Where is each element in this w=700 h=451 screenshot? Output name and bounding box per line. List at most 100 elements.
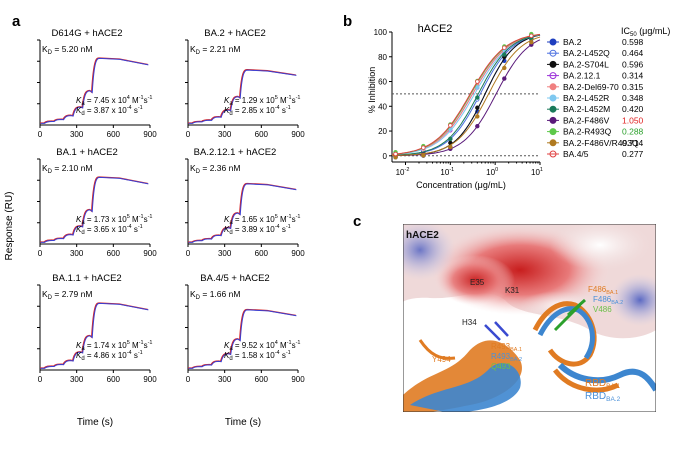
dr-curve-8 xyxy=(391,34,541,155)
residue-label: R493BA.2 xyxy=(491,352,522,363)
dr-curve-5 xyxy=(391,34,541,156)
spr-data-curve xyxy=(188,69,297,124)
dr-curve-9 xyxy=(391,36,541,156)
residue-label: V486 xyxy=(593,305,612,314)
dr-curve-1 xyxy=(391,34,541,156)
legend-series-name: BA.2 xyxy=(563,37,582,47)
dr-point xyxy=(529,33,534,38)
dr-point xyxy=(421,153,426,158)
legend-series-name: BA.2.12.1 xyxy=(563,71,601,81)
basic-patch-left xyxy=(403,224,455,280)
legend-ic50-value: 0.314 xyxy=(622,71,644,81)
panel-a-label: a xyxy=(12,13,21,30)
v486-sidechain xyxy=(553,298,586,332)
legend-series-name: BA.2-L452R xyxy=(563,93,609,103)
spr-x-tick-label: 900 xyxy=(143,375,157,384)
spr-x-tick-label: 900 xyxy=(291,375,305,384)
panel-a: a Response (RU) 0 300 600 900 D614G + hACE2 K… xyxy=(4,13,305,428)
panel-c-label: c xyxy=(353,213,361,230)
dr-curve-10 xyxy=(391,33,541,155)
spr-plot-3: 0 300 600 900 BA.2.12.1 + hACE2 KD = 2.36 nM K… xyxy=(185,147,305,258)
residue-label: E35 xyxy=(470,278,485,287)
spr-plot-0: 0 300 600 900 D614G + hACE2 KD = 5.20 nM Ka = … xyxy=(37,28,157,139)
spr-kd-label: KD = 5.20 nM xyxy=(42,44,92,56)
spr-plot-grid: 0 300 600 900 D614G + hACE2 KD = 5.20 nM Ka = … xyxy=(37,28,305,384)
legend-ic50-value: 0.277 xyxy=(622,149,644,159)
spr-ka-label: Ka = 7.45 x 104 M-1s-1 xyxy=(76,95,152,107)
spr-plot-title: BA.2.12.1 + hACE2 xyxy=(194,147,277,158)
legend-ic50-value: 1.050 xyxy=(622,115,644,125)
spr-kdis-label: Kd = 3.65 x 10-4 s-1 xyxy=(76,224,143,236)
spr-x-tick-label: 900 xyxy=(291,130,305,139)
dr-curve-2 xyxy=(391,34,541,157)
spr-x-tick-label: 0 xyxy=(186,249,191,258)
legend-ic50-value: 0.596 xyxy=(622,59,644,69)
dr-y-tick-label: 80 xyxy=(378,53,387,62)
dose-response-legend: BA.2 0.598 BA.2-L452Q 0.464 BA.2-S704L 0.596 B… xyxy=(547,37,644,159)
spr-x-tick-label: 300 xyxy=(218,249,232,258)
residue-label: Q493 xyxy=(491,362,511,371)
spr-kd-label: KD = 2.79 nM xyxy=(42,289,92,301)
neutral-patch xyxy=(550,224,650,270)
structure-image xyxy=(403,224,656,412)
legend-ic50-value: 0.420 xyxy=(622,104,644,114)
rbd-ba2-strand xyxy=(557,362,656,392)
dr-point xyxy=(502,65,507,71)
spr-x-tick-label: 0 xyxy=(38,130,43,139)
dr-point xyxy=(475,85,480,90)
dr-point xyxy=(502,52,507,57)
dose-response-chart: 0 20 40 60 80 100 10-2 10-1 100 101 xyxy=(374,28,543,177)
spr-plot-2: 0 300 600 900 BA.1 + hACE2 KD = 2.10 nM Ka = 1… xyxy=(37,147,157,258)
spr-x-tick-label: 600 xyxy=(255,375,269,384)
legend-series-name: BA.2-S704L xyxy=(563,59,609,69)
panel-b: b hACE2 % Inhibition Concentration (μg/m… xyxy=(343,13,670,190)
spr-ka-label: Ka = 1.74 x 105 M-1s-1 xyxy=(76,340,152,352)
spr-data-curve xyxy=(40,57,149,124)
panel-a-x-axis-label-left: Time (s) xyxy=(77,417,113,428)
r493-sidechain xyxy=(484,321,509,341)
dr-point xyxy=(448,136,453,142)
spr-kd-label: KD = 2.36 nM xyxy=(190,163,240,175)
spr-plot-title: BA.1.1 + hACE2 xyxy=(52,273,121,284)
spr-data-curve xyxy=(188,183,297,243)
spr-x-tick-label: 900 xyxy=(143,130,157,139)
residue-label: H34 xyxy=(462,318,477,327)
spr-x-tick-label: 300 xyxy=(70,130,84,139)
structure-hace2-label: hACE2 xyxy=(406,230,439,241)
rbd-ba1-loop xyxy=(418,339,456,360)
legend-series-name: BA.2-Del69-70 xyxy=(563,82,619,92)
ic50-header: IC50 (μg/mL) xyxy=(621,26,670,38)
spr-ka-label: Ka = 1.65 x 105 M-1s-1 xyxy=(224,214,300,226)
spr-x-tick-label: 300 xyxy=(70,249,84,258)
legend-series-name: BA.2-R493Q xyxy=(563,127,612,137)
dr-curve-3 xyxy=(391,34,541,155)
legend-series-name: BA.2-L452Q xyxy=(563,48,610,58)
spr-kdis-label: Kd = 2.85 x 10-4 s-1 xyxy=(224,105,291,117)
dr-y-tick-label: 40 xyxy=(378,102,387,111)
dr-y-tick-label: 0 xyxy=(383,152,388,161)
rbd-ba1-strand xyxy=(553,368,620,393)
rbd-ba2-loop xyxy=(537,306,595,360)
spr-x-tick-label: 300 xyxy=(218,375,232,384)
rbd-ba2-ribbon xyxy=(410,363,521,412)
dr-point xyxy=(502,45,507,50)
legend-series-name: BA.4/5 xyxy=(563,149,589,159)
spr-x-tick-label: 300 xyxy=(70,375,84,384)
spr-plot-title: BA.1 + hACE2 xyxy=(56,147,118,158)
spr-kd-label: KD = 2.21 nM xyxy=(190,44,240,56)
spr-data-curve xyxy=(188,309,297,369)
spr-plot-4: 0 300 600 900 BA.1.1 + hACE2 KD = 2.79 nM Ka =… xyxy=(37,273,157,384)
spr-plot-5: 0 300 600 900 BA.4/5 + hACE2 KD = 1.66 nM Ka =… xyxy=(185,273,305,384)
structure-legend-item: RBDBA.2 xyxy=(585,391,621,403)
dose-response-title: hACE2 xyxy=(418,23,453,35)
residue-label: R493BA.1 xyxy=(491,342,522,353)
dr-curve-0 xyxy=(391,34,541,157)
spr-x-tick-label: 900 xyxy=(143,249,157,258)
residue-label: Y494 xyxy=(432,355,451,364)
residue-label: K31 xyxy=(505,286,520,295)
spr-x-tick-label: 300 xyxy=(218,130,232,139)
residue-label: F486BA.1 xyxy=(588,285,618,296)
